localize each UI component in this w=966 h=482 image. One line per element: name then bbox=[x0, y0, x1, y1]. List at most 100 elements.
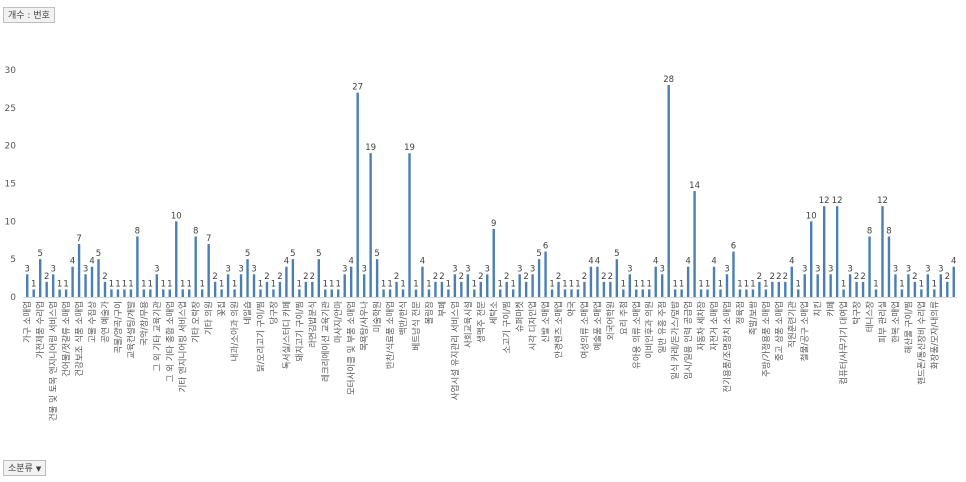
bar[interactable] bbox=[395, 281, 398, 297]
bar[interactable] bbox=[298, 289, 301, 297]
bar[interactable] bbox=[123, 289, 126, 297]
bar[interactable] bbox=[188, 289, 191, 297]
bar[interactable] bbox=[654, 266, 657, 297]
bar[interactable] bbox=[848, 274, 852, 297]
bar[interactable] bbox=[570, 289, 573, 297]
bar[interactable] bbox=[168, 289, 171, 297]
bar[interactable] bbox=[583, 281, 586, 297]
bar[interactable] bbox=[136, 236, 139, 297]
bar[interactable] bbox=[252, 274, 256, 297]
bar[interactable] bbox=[738, 289, 742, 297]
bar[interactable] bbox=[492, 228, 495, 297]
bar[interactable] bbox=[375, 259, 379, 297]
bar[interactable] bbox=[686, 266, 690, 297]
bar[interactable] bbox=[479, 281, 482, 297]
bar[interactable] bbox=[511, 289, 515, 297]
bar[interactable] bbox=[635, 289, 638, 297]
bar[interactable] bbox=[32, 289, 35, 297]
axis-field-button[interactable]: 소분류 ▼ bbox=[3, 460, 47, 476]
bar[interactable] bbox=[693, 191, 696, 297]
bar[interactable] bbox=[946, 281, 949, 297]
bar[interactable] bbox=[907, 274, 910, 297]
bar[interactable] bbox=[388, 289, 392, 297]
bar[interactable] bbox=[790, 266, 793, 297]
bar[interactable] bbox=[952, 266, 955, 297]
bar[interactable] bbox=[544, 251, 547, 297]
bar[interactable] bbox=[894, 274, 897, 297]
bar[interactable] bbox=[285, 266, 288, 297]
bar[interactable] bbox=[421, 266, 424, 297]
bar[interactable] bbox=[350, 266, 353, 297]
bar[interactable] bbox=[881, 206, 884, 297]
bar[interactable] bbox=[84, 274, 87, 297]
bar[interactable] bbox=[162, 289, 165, 297]
bar[interactable] bbox=[699, 289, 703, 297]
bar[interactable] bbox=[362, 274, 366, 297]
bar[interactable] bbox=[64, 289, 68, 297]
bar[interactable] bbox=[447, 289, 450, 297]
bar[interactable] bbox=[499, 289, 502, 297]
bar[interactable] bbox=[200, 289, 204, 297]
bar[interactable] bbox=[835, 206, 839, 297]
bar[interactable] bbox=[712, 266, 716, 297]
bar[interactable] bbox=[842, 289, 845, 297]
bar[interactable] bbox=[291, 259, 295, 297]
bar[interactable] bbox=[887, 236, 891, 297]
bar[interactable] bbox=[777, 281, 781, 297]
bar[interactable] bbox=[920, 289, 923, 297]
bar[interactable] bbox=[810, 221, 813, 297]
bar[interactable] bbox=[278, 281, 282, 297]
bar[interactable] bbox=[213, 281, 217, 297]
bar[interactable] bbox=[26, 274, 29, 297]
bar[interactable] bbox=[550, 289, 554, 297]
bar[interactable] bbox=[576, 289, 580, 297]
bar[interactable] bbox=[596, 266, 599, 297]
bar[interactable] bbox=[317, 259, 320, 297]
bar[interactable] bbox=[337, 289, 340, 297]
bar[interactable] bbox=[537, 259, 541, 297]
bar[interactable] bbox=[460, 281, 463, 297]
bar[interactable] bbox=[220, 289, 223, 297]
bar[interactable] bbox=[913, 281, 917, 297]
bar[interactable] bbox=[602, 281, 606, 297]
bar[interactable] bbox=[784, 281, 787, 297]
bar[interactable] bbox=[116, 289, 120, 297]
bar[interactable] bbox=[401, 289, 405, 297]
bar[interactable] bbox=[369, 153, 372, 297]
bar[interactable] bbox=[77, 244, 81, 297]
bar[interactable] bbox=[265, 281, 269, 297]
bar[interactable] bbox=[239, 274, 243, 297]
bar[interactable] bbox=[609, 281, 612, 297]
bar[interactable] bbox=[311, 281, 314, 297]
bar[interactable] bbox=[486, 274, 489, 297]
bar[interactable] bbox=[39, 259, 42, 297]
bar[interactable] bbox=[110, 289, 113, 297]
bar[interactable] bbox=[822, 206, 826, 297]
bar[interactable] bbox=[758, 281, 761, 297]
bar[interactable] bbox=[272, 289, 275, 297]
bar[interactable] bbox=[194, 236, 197, 297]
bar[interactable] bbox=[142, 289, 146, 297]
bar[interactable] bbox=[453, 274, 457, 297]
bar[interactable] bbox=[589, 266, 593, 297]
bar[interactable] bbox=[667, 85, 670, 297]
bar[interactable] bbox=[356, 92, 359, 297]
bar[interactable] bbox=[97, 259, 100, 297]
bar[interactable] bbox=[51, 274, 55, 297]
bar[interactable] bbox=[155, 274, 159, 297]
bar[interactable] bbox=[129, 289, 133, 297]
bar[interactable] bbox=[816, 274, 819, 297]
bar[interactable] bbox=[680, 289, 683, 297]
bar[interactable] bbox=[563, 289, 567, 297]
bar[interactable] bbox=[518, 274, 521, 297]
bar[interactable] bbox=[829, 274, 832, 297]
bar[interactable] bbox=[803, 274, 806, 297]
bar[interactable] bbox=[751, 289, 755, 297]
bar[interactable] bbox=[855, 281, 858, 297]
bar[interactable] bbox=[622, 289, 625, 297]
bar[interactable] bbox=[226, 274, 230, 297]
value-field-button[interactable]: 개수 : 번호 bbox=[3, 7, 55, 23]
bar[interactable] bbox=[524, 281, 528, 297]
bar[interactable] bbox=[330, 289, 333, 297]
bar[interactable] bbox=[764, 289, 768, 297]
